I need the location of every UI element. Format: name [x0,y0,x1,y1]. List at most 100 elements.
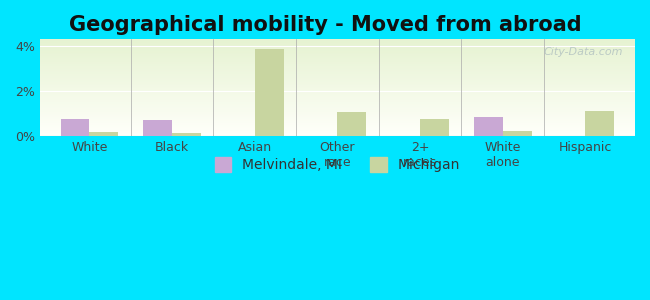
Bar [40,77,635,78]
Bar [40,130,635,131]
Bar [40,125,635,126]
Bar [40,58,635,59]
Bar [40,101,635,102]
Bar [40,82,635,83]
Bar [40,46,635,47]
Bar [40,118,635,119]
Bar [40,70,635,71]
Bar [40,78,635,79]
Bar [40,71,635,72]
Bar [40,66,635,67]
Bar [40,93,635,94]
Bar [40,86,635,87]
Bar [40,56,635,57]
Bar [40,98,635,99]
Bar [40,122,635,123]
Bar [40,90,635,91]
Bar [40,110,635,111]
Bar [40,114,635,115]
Bar [474,117,502,136]
Bar [40,61,635,62]
Bar [40,87,635,88]
Bar [40,119,635,120]
Bar [172,133,201,136]
Bar [40,102,635,103]
Legend: Melvindale, MI, Michigan: Melvindale, MI, Michigan [208,151,467,179]
Bar [40,43,635,44]
Bar [40,99,635,100]
Bar [40,63,635,64]
Bar [40,53,635,55]
Bar [40,95,635,96]
Bar [40,67,635,68]
Bar [40,92,635,93]
Bar [40,116,635,117]
Bar [40,74,635,75]
Bar [40,133,635,134]
Bar [40,79,635,80]
Bar [40,96,635,97]
Bar [40,103,635,104]
Bar [40,62,635,63]
Bar [40,123,635,124]
Bar [40,100,635,101]
Bar [40,127,635,128]
Bar [40,48,635,49]
Bar [40,135,635,136]
Bar [40,112,635,114]
Bar [40,75,635,76]
Bar [502,131,532,136]
Bar [40,117,635,119]
Bar [40,134,635,135]
Bar [40,81,635,82]
Bar [40,88,635,89]
Bar [40,104,635,105]
Bar [40,64,635,65]
Bar [40,107,635,108]
Bar [40,111,635,112]
Bar [40,39,635,40]
Bar [586,111,614,136]
Bar [40,40,635,41]
Bar [40,128,635,129]
Bar [40,49,635,50]
Bar [40,132,635,133]
Bar [40,94,635,95]
Bar [40,109,635,110]
Bar [90,132,118,136]
Text: City-Data.com: City-Data.com [543,47,623,57]
Bar [40,83,635,85]
Bar [40,52,635,53]
Bar [40,126,635,127]
Bar [40,50,635,51]
Bar [40,47,635,48]
Bar [40,55,635,56]
Bar [40,121,635,122]
Bar [143,120,172,136]
Text: Geographical mobility - Moved from abroad: Geographical mobility - Moved from abroa… [69,15,581,35]
Bar [40,60,635,61]
Bar [40,115,635,116]
Bar [40,68,635,69]
Bar [40,42,635,43]
Bar [40,91,635,92]
Bar [40,44,635,45]
Bar [40,59,635,60]
Bar [40,108,635,109]
Bar [40,85,635,86]
Bar [60,119,90,136]
Bar [40,72,635,73]
Bar [40,73,635,74]
Bar [337,112,367,136]
Bar [40,82,635,83]
Bar [40,65,635,66]
Bar [420,119,449,136]
Bar [40,69,635,70]
Bar [40,51,635,52]
Bar [40,89,635,90]
Bar [255,49,283,136]
Bar [40,57,635,59]
Bar [40,41,635,42]
Bar [40,45,635,46]
Bar [40,124,635,125]
